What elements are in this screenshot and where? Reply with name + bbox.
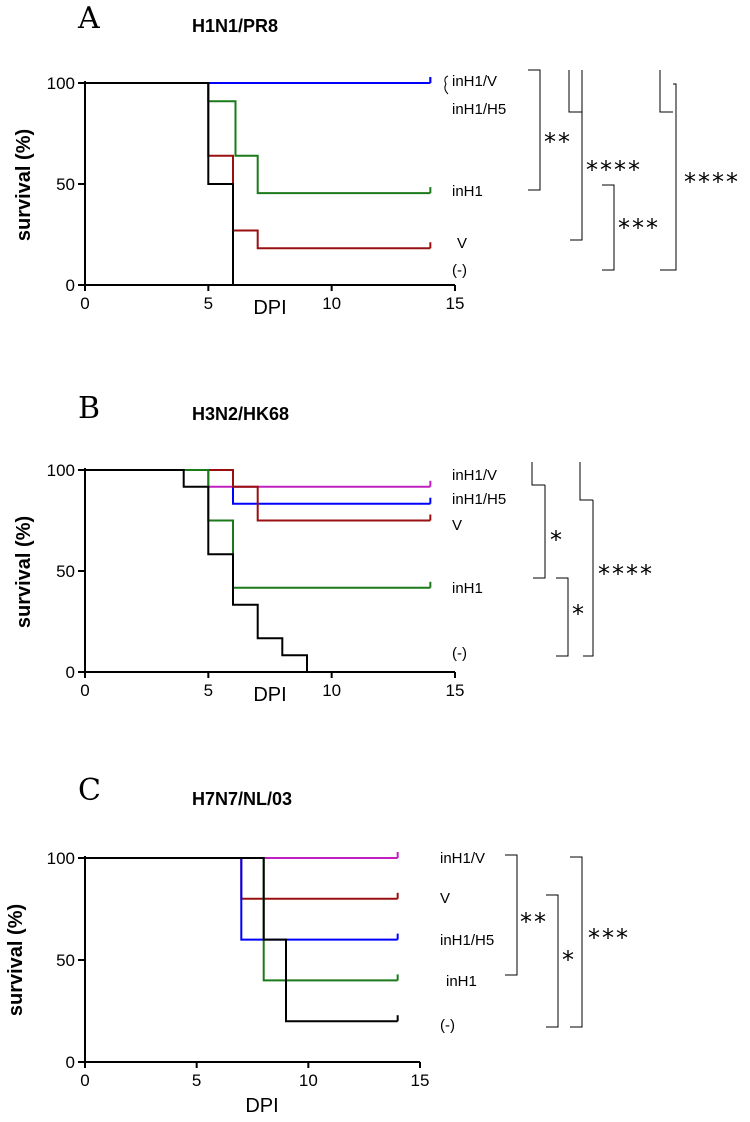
- series-line: [85, 857, 398, 1023]
- y-axis-label-c: survival (%): [5, 904, 27, 1016]
- y-tick-label: 50: [56, 562, 75, 581]
- sig-label: ***: [588, 924, 630, 952]
- significance-c: ** * ***: [505, 854, 630, 1028]
- legend-label: inH1/H5: [452, 491, 506, 508]
- sig-bracket: [528, 69, 541, 191]
- legend-label: inH1/V: [452, 467, 497, 484]
- legend-label: (-): [452, 645, 467, 662]
- x-axis-label-b: DPI: [253, 684, 286, 706]
- x-tick-label: 5: [204, 681, 213, 700]
- series-layer-a: [85, 77, 432, 286]
- x-tick-label: 5: [204, 294, 213, 313]
- panel-letter-b: B: [78, 391, 100, 426]
- legend-label: inH1: [452, 580, 483, 597]
- x-tick-label: 15: [446, 681, 465, 700]
- sig-label: *: [562, 946, 576, 974]
- series-layer-b: [85, 469, 432, 672]
- y-tick-label: 100: [47, 461, 75, 480]
- sig-label: ****: [684, 168, 740, 196]
- panel-title-a: H1N1/PR8: [192, 16, 278, 36]
- sig-bracket: [660, 83, 677, 271]
- x-tick-label: 10: [322, 294, 341, 313]
- x-tick-label: 0: [80, 681, 89, 700]
- legend-label: V: [452, 517, 462, 534]
- legend-label: V: [440, 890, 450, 907]
- legend-label: inH1/V: [440, 850, 485, 867]
- sig-label: ****: [586, 156, 642, 184]
- panel-title-b: H3N2/HK68: [192, 404, 289, 424]
- sig-bracket: [583, 500, 594, 657]
- panel-a: A H1N1/PR8 survival (%) DPI 0 5 10 15 0 50 100…: [13, 1, 740, 319]
- panel-b: B H3N2/HK68 survival (%) DPI 0 5 10 15 0 50 10…: [13, 391, 654, 706]
- sig-bracket: [546, 894, 559, 1028]
- sig-label: ****: [598, 560, 654, 588]
- y-tick-label: 0: [66, 276, 75, 295]
- sig-bracket: [505, 854, 518, 976]
- x-axis-label-c: DPI: [245, 1095, 278, 1117]
- y-axis-label-a: survival (%): [13, 129, 35, 241]
- sig-label: **: [520, 908, 548, 936]
- sig-bracket: [568, 70, 582, 113]
- x-tick-label: 5: [192, 1071, 201, 1090]
- x-tick-label: 0: [80, 294, 89, 313]
- legend-label: inH1/H5: [440, 932, 494, 949]
- legend-label: (-): [452, 262, 467, 279]
- series-line: [85, 469, 431, 488]
- x-tick-label: 15: [446, 294, 465, 313]
- x-tick-label: 10: [322, 681, 341, 700]
- series-line: [85, 469, 431, 589]
- axes-c: 0 5 10 15 0 50 100: [47, 849, 430, 1090]
- x-tick-label: 0: [80, 1071, 89, 1090]
- x-tick-label: 15: [411, 1071, 430, 1090]
- panel-letter-a: A: [77, 1, 100, 36]
- sig-bracket: [659, 70, 673, 113]
- significance-b: * * ****: [531, 462, 654, 657]
- y-tick-label: 0: [66, 1053, 75, 1072]
- legend-label: inH1/V: [452, 73, 497, 90]
- sig-bracket: [602, 184, 615, 271]
- sig-bracket: [570, 70, 583, 241]
- sig-bracket: [579, 462, 593, 501]
- legend-label: inH1/H5: [452, 101, 506, 118]
- series-line: [85, 469, 431, 522]
- significance-a: ** **** *** ****: [528, 69, 740, 271]
- legend-a: inH1/V inH1/H5 inH1 V (-): [444, 73, 506, 279]
- x-tick-label: 10: [299, 1071, 318, 1090]
- legend-label: inH1: [446, 973, 477, 990]
- series-line: [85, 82, 431, 195]
- panel-c: C H7N7/NL/03 survival (%) DPI 0 5 10 15 0 50 1…: [5, 773, 630, 1117]
- legend-brace: [444, 75, 449, 95]
- y-tick-label: 100: [47, 74, 75, 93]
- y-axis-label-b: survival (%): [13, 516, 35, 628]
- axes-b: 0 5 10 15 0 50 100: [47, 461, 465, 700]
- sig-label: *: [550, 526, 564, 554]
- panel-letter-c: C: [78, 773, 101, 808]
- series-layer-c: [85, 852, 399, 1023]
- legend-b: inH1/V inH1/H5 V inH1 (-): [452, 467, 506, 662]
- sig-label: *: [572, 600, 586, 628]
- legend-label: inH1: [452, 183, 483, 200]
- y-tick-label: 50: [56, 175, 75, 194]
- sig-label: ***: [618, 214, 660, 242]
- axes-a: 0 5 10 15 0 50 100: [47, 74, 465, 313]
- y-tick-label: 50: [56, 951, 75, 970]
- legend-label: (-): [440, 1017, 455, 1034]
- sig-label: **: [544, 128, 572, 156]
- sig-bracket: [570, 856, 583, 1028]
- series-line: [85, 469, 308, 672]
- y-tick-label: 0: [66, 663, 75, 682]
- legend-c: inH1/V V inH1/H5 inH1 (-): [440, 850, 494, 1034]
- sig-bracket: [556, 577, 569, 657]
- y-tick-label: 100: [47, 849, 75, 868]
- legend-label: V: [457, 235, 467, 252]
- sig-bracket: [533, 485, 546, 579]
- x-axis-label-a: DPI: [253, 297, 286, 319]
- sig-bracket: [531, 462, 545, 486]
- panel-title-c: H7N7/NL/03: [192, 789, 292, 809]
